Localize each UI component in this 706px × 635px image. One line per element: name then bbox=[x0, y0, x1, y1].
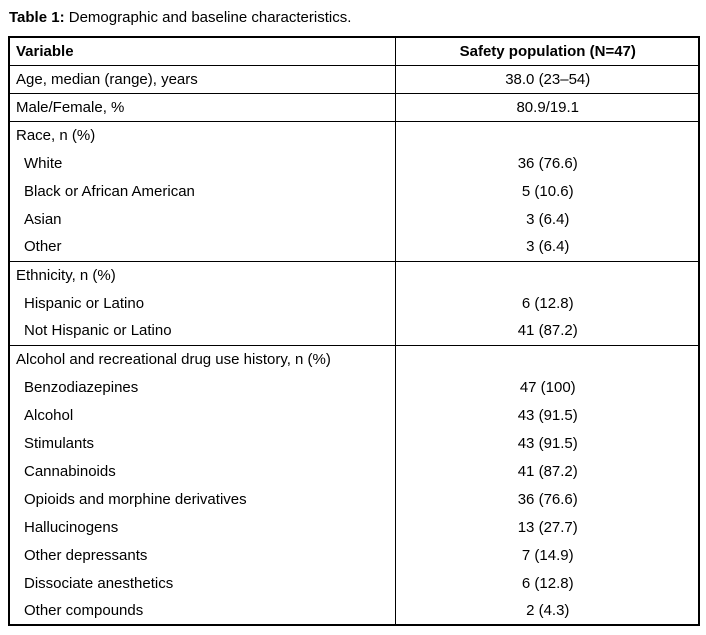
variable-cell: Alcohol and recreational drug use histor… bbox=[9, 344, 395, 373]
variable-cell: Black or African American bbox=[24, 182, 195, 200]
table-row: Alcohol 43 (91.5) bbox=[9, 401, 699, 429]
variable-cell: Hallucinogens bbox=[24, 518, 119, 536]
demographics-table: Variable Safety population (N=47) Age, m… bbox=[8, 36, 700, 626]
variable-cell: White bbox=[24, 154, 63, 172]
table-row: Ethnicity, n (%) bbox=[9, 260, 699, 289]
table-row: Asian 3 (6.4) bbox=[9, 205, 699, 233]
table-row: Cannabinoids 41 (87.2) bbox=[9, 457, 699, 485]
variable-cell: Asian bbox=[24, 210, 62, 228]
value-cell: 13 (27.7) bbox=[394, 513, 699, 541]
variable-cell: Other compounds bbox=[24, 602, 144, 619]
value-cell: 41 (87.2) bbox=[394, 457, 699, 485]
table-row: Hispanic or Latino 6 (12.8) bbox=[9, 289, 699, 317]
value-cell: 80.9/19.1 bbox=[394, 92, 699, 121]
value-cell: 6 (12.8) bbox=[394, 289, 699, 317]
table-row: Race, n (%) bbox=[9, 120, 699, 149]
table-row: Hallucinogens 13 (27.7) bbox=[9, 513, 699, 541]
table-caption-text: Demographic and baseline characteristics… bbox=[64, 9, 352, 26]
value-cell: 43 (91.5) bbox=[394, 401, 699, 429]
table-header-row: Variable Safety population (N=47) bbox=[9, 37, 699, 66]
table-row: Other depressants 7 (14.9) bbox=[9, 541, 699, 569]
value-cell: 41 (87.2) bbox=[394, 317, 699, 345]
variable-cell: Stimulants bbox=[24, 434, 95, 452]
value-cell bbox=[394, 344, 699, 373]
table-row: Male/Female, % 80.9/19.1 bbox=[9, 92, 699, 121]
table-row: Other 3 (6.4) bbox=[9, 233, 699, 261]
variable-cell: Male/Female, % bbox=[9, 92, 395, 121]
value-cell: 5 (10.6) bbox=[394, 177, 699, 205]
table-row: Alcohol and recreational drug use histor… bbox=[9, 344, 699, 373]
table-caption-label: Table 1: bbox=[9, 9, 65, 26]
variable-cell: Ethnicity, n (%) bbox=[9, 260, 395, 289]
value-cell: 7 (14.9) bbox=[394, 541, 699, 569]
variable-cell: Age, median (range), years bbox=[9, 64, 395, 93]
column-header-safety-population: Safety population (N=47) bbox=[394, 37, 699, 66]
value-cell bbox=[394, 120, 699, 149]
table-caption: Table 1: Demographic and baseline charac… bbox=[9, 9, 698, 27]
variable-cell: Other depressants bbox=[24, 546, 148, 564]
column-header-variable: Variable bbox=[9, 37, 395, 66]
variable-cell: Not Hispanic or Latino bbox=[24, 322, 172, 340]
value-cell: 38.0 (23–54) bbox=[394, 64, 699, 93]
value-cell bbox=[394, 260, 699, 289]
value-cell: 2 (4.3) bbox=[394, 597, 699, 625]
variable-cell: Other bbox=[24, 238, 62, 256]
table-row: White 36 (76.6) bbox=[9, 149, 699, 177]
table-body: Age, median (range), years 38.0 (23–54) … bbox=[9, 64, 699, 625]
table-row: Not Hispanic or Latino 41 (87.2) bbox=[9, 317, 699, 345]
value-cell: 47 (100) bbox=[394, 373, 699, 401]
variable-cell: Benzodiazepines bbox=[24, 378, 139, 396]
value-cell: 3 (6.4) bbox=[394, 233, 699, 261]
variable-cell: Opioids and morphine derivatives bbox=[24, 490, 247, 508]
value-cell: 36 (76.6) bbox=[394, 149, 699, 177]
table-row: Other compounds 2 (4.3) bbox=[9, 597, 699, 625]
table-row: Dissociate anesthetics 6 (12.8) bbox=[9, 569, 699, 597]
value-cell: 36 (76.6) bbox=[394, 485, 699, 513]
variable-cell: Dissociate anesthetics bbox=[24, 574, 174, 592]
variable-cell: Hispanic or Latino bbox=[24, 294, 145, 312]
value-cell: 3 (6.4) bbox=[394, 205, 699, 233]
value-cell: 6 (12.8) bbox=[394, 569, 699, 597]
variable-cell: Cannabinoids bbox=[24, 462, 116, 480]
table-row: Opioids and morphine derivatives 36 (76.… bbox=[9, 485, 699, 513]
table-row: Age, median (range), years 38.0 (23–54) bbox=[9, 64, 699, 93]
table-row: Stimulants 43 (91.5) bbox=[9, 429, 699, 457]
variable-cell: Race, n (%) bbox=[9, 120, 395, 149]
value-cell: 43 (91.5) bbox=[394, 429, 699, 457]
variable-cell: Alcohol bbox=[24, 406, 74, 424]
table-row: Benzodiazepines 47 (100) bbox=[9, 373, 699, 401]
table-row: Black or African American 5 (10.6) bbox=[9, 177, 699, 205]
